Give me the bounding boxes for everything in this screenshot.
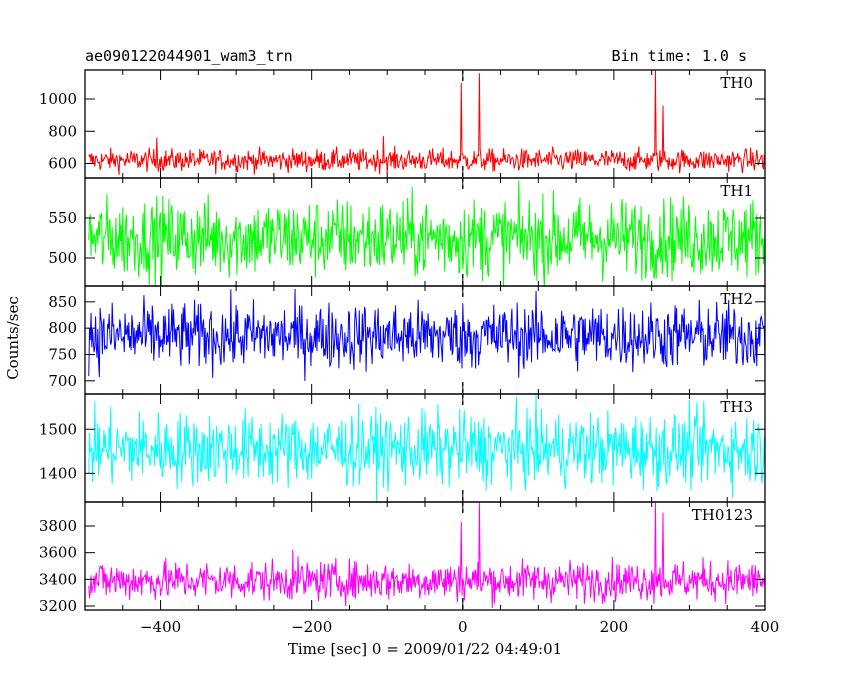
series-line-th1 bbox=[88, 180, 765, 286]
panel-label: TH3 bbox=[720, 398, 753, 416]
y-tick-label: 1000 bbox=[39, 90, 77, 108]
y-tick-label: 600 bbox=[48, 154, 77, 172]
series-line-th0123 bbox=[88, 502, 765, 608]
chart-title-left: ae090122044901_wam3_trn bbox=[85, 47, 293, 65]
y-tick-label: 3600 bbox=[39, 544, 77, 562]
series-line-th3 bbox=[88, 394, 765, 502]
y-tick-label: 1500 bbox=[39, 420, 77, 438]
y-tick-label: 500 bbox=[48, 249, 77, 267]
y-tick-label: 800 bbox=[48, 319, 77, 337]
y-tick-label: 700 bbox=[48, 372, 77, 390]
panel-th1: 500 550 TH1 bbox=[48, 177, 766, 287]
panel-label: TH1 bbox=[720, 182, 753, 200]
panel-th2: 700 750 800 850 TH2 bbox=[48, 285, 766, 395]
panels-group: 600 800 1000 TH0 500 550 TH1 700 750 800 850 TH2 140… bbox=[39, 69, 780, 636]
y-tick-label: 3200 bbox=[39, 597, 77, 615]
x-tick-label: 0 bbox=[458, 618, 468, 636]
x-tick-label: −400 bbox=[140, 618, 181, 636]
y-tick-label: 800 bbox=[48, 122, 77, 140]
panel-label: TH2 bbox=[720, 290, 753, 308]
y-axis-label: Counts/sec bbox=[4, 296, 22, 380]
x-tick-label: −200 bbox=[291, 618, 332, 636]
y-tick-label: 750 bbox=[48, 345, 77, 363]
y-tick-label: 550 bbox=[48, 209, 77, 227]
y-tick-label: 850 bbox=[48, 293, 77, 311]
panel-th3: 1400 1500 TH3 bbox=[39, 393, 766, 503]
panel-label: TH0 bbox=[720, 74, 753, 92]
series-line-th0 bbox=[88, 70, 765, 175]
y-tick-label: 3400 bbox=[39, 570, 77, 588]
chart-title-right: Bin time: 1.0 s bbox=[612, 47, 747, 65]
x-axis-label: Time [sec] 0 = 2009/01/22 04:49:01 bbox=[288, 640, 562, 658]
series-line-th2 bbox=[88, 289, 765, 382]
panel-label: TH0123 bbox=[692, 506, 753, 524]
panel-th0: 600 800 1000 TH0 bbox=[39, 69, 766, 179]
x-tick-label: 400 bbox=[751, 618, 780, 636]
panel-th0123: 3200 3400 3600 3800 TH0123 bbox=[39, 501, 766, 615]
y-tick-label: 3800 bbox=[39, 517, 77, 535]
x-tick-label: 200 bbox=[600, 618, 629, 636]
y-tick-label: 1400 bbox=[39, 464, 77, 482]
